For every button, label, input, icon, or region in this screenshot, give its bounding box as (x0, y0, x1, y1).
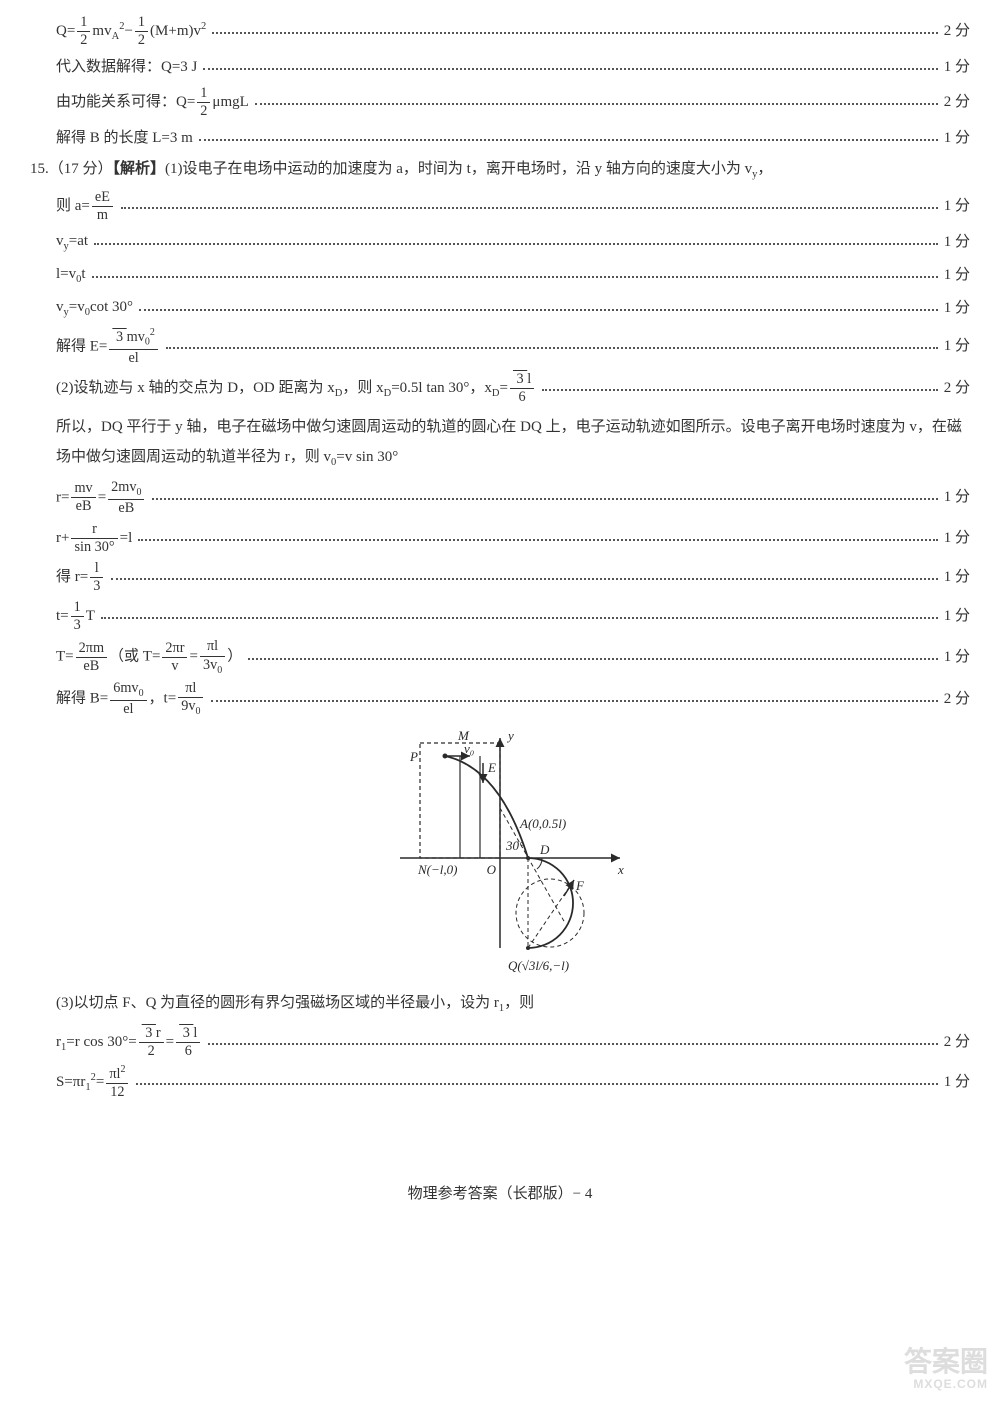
points: 1 分 (944, 193, 970, 220)
points: 1 分 (944, 262, 970, 289)
eq-content: r1=r cos 30°= 3 r2= 3 l6 (56, 1025, 202, 1060)
leader-dots (152, 489, 937, 500)
eq-line: vy=at 1 分 (56, 228, 970, 257)
eq-content: vy=at (56, 228, 88, 257)
q15-part2-text: 所以，DQ 平行于 y 轴，电子在磁场中做匀速圆周运动的轨道的圆心在 DQ 上，… (56, 412, 970, 473)
eq-line: r+rsin 30°=l 1 分 (56, 521, 970, 556)
points: 1 分 (944, 125, 970, 152)
eq-content: 则 a=eEm (56, 189, 115, 224)
eq-content: t=13T (56, 599, 95, 634)
svg-text:Q(√3l/6,−l): Q(√3l/6,−l) (508, 958, 569, 973)
leader-dots (255, 94, 938, 105)
leader-dots (208, 1034, 937, 1045)
eq-line: 由功能关系可得：Q=12μmgL 2 分 (56, 85, 970, 120)
eq-line: vy=v0cot 30° 1 分 (56, 294, 970, 323)
points: 1 分 (944, 295, 970, 322)
eq-line: 则 a=eEm 1 分 (56, 189, 970, 224)
svg-text:E: E (487, 760, 496, 775)
points: 1 分 (944, 644, 970, 671)
points: 1 分 (944, 564, 970, 591)
eq-line: 解得 E= 3 mv02el 1 分 (56, 327, 970, 367)
leader-dots (121, 198, 938, 209)
eq-line: 得 r=l3 1 分 (56, 560, 970, 595)
eq-line: S=πr12=πl212 1 分 (56, 1064, 970, 1101)
leader-dots (138, 530, 937, 541)
eq-line: T=2πmeB（或 T=2πrv=πl3v0） 1 分 (56, 638, 970, 676)
eq-content: (2)设轨迹与 x 轴的交点为 D，OD 距离为 xD，则 xD=0.5l ta… (56, 371, 536, 406)
svg-text:N(−l,0): N(−l,0) (417, 862, 457, 877)
eq-line: l=v0t 1 分 (56, 261, 970, 290)
points: 1 分 (944, 484, 970, 511)
points: 2 分 (944, 686, 970, 713)
watermark-line1: 答案圈 (904, 1347, 988, 1378)
eq-line: r=mveB=2mv0eB 1 分 (56, 479, 970, 517)
leader-dots (101, 608, 938, 619)
eq-content: T=2πmeB（或 T=2πrv=πl3v0） (56, 638, 242, 676)
points: 1 分 (944, 229, 970, 256)
svg-text:O: O (487, 862, 497, 877)
eq-line: Q=12mvA2−12(M+m)v2 2 分 (56, 14, 970, 49)
points: 1 分 (944, 333, 970, 360)
leader-dots (136, 1074, 937, 1085)
leader-dots (166, 338, 938, 349)
leader-dots (203, 59, 937, 70)
points: 2 分 (944, 375, 970, 402)
svg-text:D: D (539, 842, 550, 857)
eq-content: 由功能关系可得：Q=12μmgL (56, 85, 249, 120)
svg-text:v₀: v₀ (464, 741, 474, 756)
leader-dots (111, 569, 937, 580)
leader-dots (199, 130, 938, 141)
eq-line: (2)设轨迹与 x 轴的交点为 D，OD 距离为 xD，则 xD=0.5l ta… (56, 371, 970, 406)
eq-content: 解得 B 的长度 L=3 m (56, 125, 193, 152)
leader-dots (211, 691, 937, 702)
points: 2 分 (944, 18, 970, 45)
eq-line: 代入数据解得：Q=3 J 1 分 (56, 53, 970, 81)
leader-dots (92, 267, 938, 278)
eq-content: r=mveB=2mv0eB (56, 479, 146, 517)
leader-dots (212, 23, 937, 34)
eq-line: t=13T 1 分 (56, 599, 970, 634)
leader-dots (139, 300, 938, 311)
eq-content: r+rsin 30°=l (56, 521, 132, 556)
leader-dots (542, 380, 938, 391)
eq-line: r1=r cos 30°= 3 r2= 3 l6 2 分 (56, 1025, 970, 1060)
eq-content: vy=v0cot 30° (56, 294, 133, 323)
eq-content: 得 r=l3 (56, 560, 105, 595)
eq-content: 解得 E= 3 mv02el (56, 327, 160, 367)
svg-text:30°: 30° (505, 838, 524, 853)
points: 1 分 (944, 1069, 970, 1096)
points: 1 分 (944, 603, 970, 630)
eq-content: Q=12mvA2−12(M+m)v2 (56, 14, 206, 49)
eq-content: S=πr12=πl212 (56, 1064, 130, 1101)
watermark: 答案圈 MXQE.COM (904, 1347, 988, 1391)
eq-line: 解得 B 的长度 L=3 m 1 分 (56, 124, 970, 152)
leader-dots (94, 234, 938, 245)
page-footer: 物理参考答案（长郡版）− 4 (30, 1181, 970, 1208)
svg-text:x: x (617, 862, 624, 877)
eq-content: 解得 B=6mv0el，t=πl9v0 (56, 680, 205, 718)
points: 2 分 (944, 89, 970, 116)
points: 1 分 (944, 525, 970, 552)
watermark-line2: MXQE.COM (904, 1378, 988, 1391)
points: 2 分 (944, 1029, 970, 1056)
eq-content: 代入数据解得：Q=3 J (56, 54, 197, 81)
svg-text:P: P (409, 749, 418, 764)
q15-intro: 15.（17 分）【解析】(1)设电子在电场中运动的加速度为 a，时间为 t，离… (30, 156, 970, 185)
svg-text:F: F (575, 878, 585, 893)
eq-line: 解得 B=6mv0el，t=πl9v0 2 分 (56, 680, 970, 718)
svg-text:A(0,0.5l): A(0,0.5l) (519, 816, 566, 831)
points: 1 分 (944, 54, 970, 81)
svg-text:y: y (506, 728, 514, 743)
q15-part3-text: (3)以切点 F、Q 为直径的圆形有界匀强磁场区域的半径最小，设为 r1，则 (56, 988, 970, 1019)
trajectory-figure: MPv₀EyA(0,0.5l)30°DxN(−l,0)OFQ(√3l/6,−l) (30, 728, 970, 978)
leader-dots (248, 649, 938, 660)
eq-content: l=v0t (56, 261, 86, 290)
